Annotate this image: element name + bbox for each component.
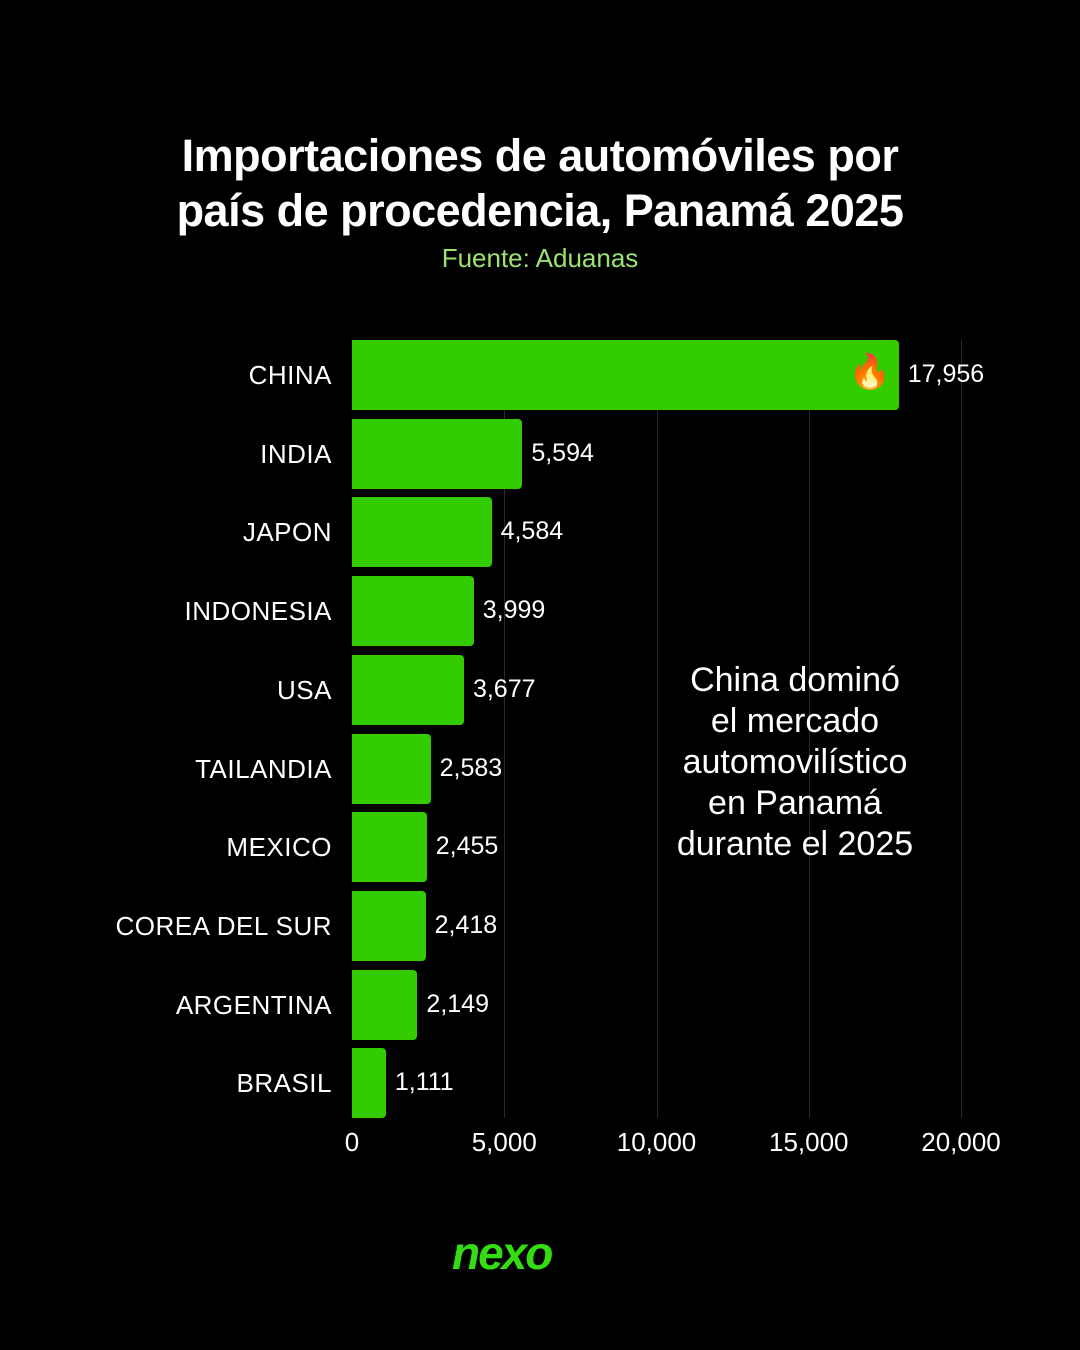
chart-source: Fuente: Aduanas [441,243,639,273]
bar [352,733,431,804]
annotation-line: durante el 2025 [676,825,914,863]
x-tick-label: 20,000 [921,1127,1001,1157]
annotation-line: en Panamá [708,784,882,822]
bar [352,497,492,568]
bar [352,418,523,489]
category-label: MEXICO [226,832,332,863]
category-label: BRASIL [236,1068,332,1099]
bar [352,812,427,883]
bar [352,1048,386,1119]
value-label: 2,583 [439,753,503,782]
value-label: 2,418 [434,910,498,939]
category-label: INDONESIA [184,596,332,627]
x-tick-label: 10,000 [616,1127,697,1157]
category-label: USA [277,674,332,705]
bar [352,890,426,961]
annotation-line: automovilístico [682,743,908,781]
bar [352,576,474,647]
value-label: 3,999 [482,596,546,625]
brand-logo: nexo [452,1227,553,1279]
value-label: 2,455 [435,832,499,861]
category-label: COREA DEL SUR [115,910,332,941]
x-tick-label: 0 [344,1127,360,1157]
category-label: JAPON [242,517,332,548]
value-label: 17,956 [907,360,985,388]
gridline [656,340,658,1118]
gridline [961,340,962,1118]
annotation-line: el mercado [710,702,880,740]
category-label: ARGENTINA [175,989,332,1020]
category-label: INDIA [260,438,332,469]
gridline [808,340,810,1118]
gridline [504,340,506,1118]
chart-title: Importaciones de automóviles por país de… [0,128,1080,238]
chart-annotation: China dominó el mercado automovilístico … [640,660,950,865]
x-tick-label: 15,000 [768,1127,849,1157]
value-label: 1,111 [394,1068,454,1097]
fire-icon: 🔥 [848,353,892,391]
value-label: 2,149 [426,989,489,1018]
value-label: 4,584 [500,517,564,546]
annotation-line: China dominó [690,661,900,699]
value-label: 5,594 [531,438,594,467]
bar [352,969,418,1040]
x-tick-label: 5,000 [471,1127,537,1157]
title-line-2: país de procedencia, Panamá 2025 [176,185,904,236]
category-label: CHINA [248,360,332,390]
bar [352,340,899,410]
bar [352,654,464,725]
category-label: TAILANDIA [195,753,332,784]
title-line-1: Importaciones de automóviles por [181,130,899,181]
value-label: 3,677 [472,674,536,703]
